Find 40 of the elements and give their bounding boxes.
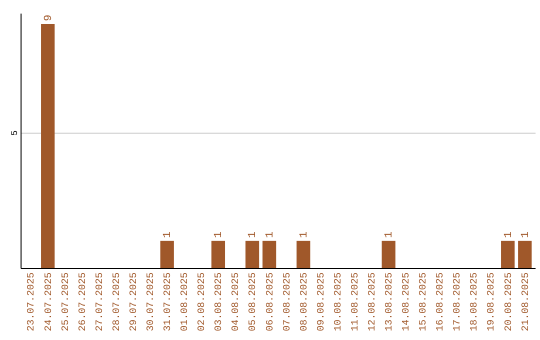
x-tick-label: 10.08.2025 xyxy=(332,272,344,332)
x-tick-label: 19.08.2025 xyxy=(486,272,497,332)
x-tick-label: 15.08.2025 xyxy=(418,272,429,332)
data-label: 1 xyxy=(264,231,276,238)
x-tick-label: 27.07.2025 xyxy=(94,272,105,332)
data-label: 1 xyxy=(520,231,532,238)
x-tick-label: 06.08.2025 xyxy=(264,272,276,332)
x-tick-label: 16.08.2025 xyxy=(434,272,446,332)
x-tick-label: 08.08.2025 xyxy=(298,272,310,332)
x-tick-label: 02.08.2025 xyxy=(196,272,208,332)
data-label: 1 xyxy=(384,231,396,238)
x-tick-label: 23.07.2025 xyxy=(26,272,37,332)
x-tick-label: 30.07.2025 xyxy=(145,272,156,332)
x-tick-label: 01.08.2025 xyxy=(179,272,190,332)
data-label: 1 xyxy=(502,231,515,238)
x-tick-label: 20.08.2025 xyxy=(502,272,514,332)
data-label: 9 xyxy=(42,14,55,22)
x-tick-label: 03.08.2025 xyxy=(213,272,224,332)
x-tick-label: 24.07.2025 xyxy=(42,272,54,332)
x-tick-label: 04.08.2025 xyxy=(230,272,242,332)
data-label: 1 xyxy=(213,231,226,238)
x-tick-label: 26.07.2025 xyxy=(76,272,88,332)
data-label: 1 xyxy=(162,231,174,238)
x-tick-label: 18.08.2025 xyxy=(468,272,480,332)
x-tick-label: 12.08.2025 xyxy=(366,272,378,332)
x-tick-label: 28.07.2025 xyxy=(110,272,122,332)
x-tick-label: 21.08.2025 xyxy=(520,272,531,332)
x-tick-label: 29.07.2025 xyxy=(128,272,139,332)
x-tick-label: 25.07.2025 xyxy=(60,272,71,332)
data-label: 1 xyxy=(298,231,310,238)
y-tick-label: 5 xyxy=(10,130,20,136)
x-tick-label: 05.08.2025 xyxy=(247,272,258,332)
data-label: 1 xyxy=(247,231,260,238)
x-tick-label: 07.08.2025 xyxy=(281,272,292,332)
x-tick-label: 11.08.2025 xyxy=(349,272,360,332)
x-tick-label: 13.08.2025 xyxy=(384,272,395,332)
x-tick-label: 17.08.2025 xyxy=(452,272,463,332)
x-tick-label: 09.08.2025 xyxy=(315,272,326,332)
x-tick-label: 14.08.2025 xyxy=(400,272,412,332)
x-tick-label: 31.07.2025 xyxy=(162,272,174,332)
